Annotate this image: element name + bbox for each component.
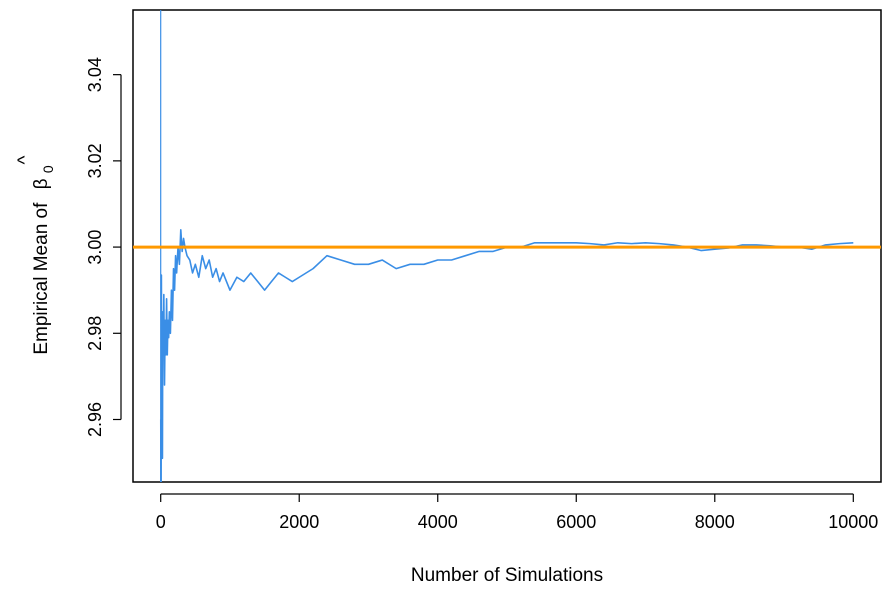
y-tick-label: 2.98 — [85, 316, 105, 351]
series-layer — [133, 10, 881, 482]
y-axis-title: Empirical Mean of β 0 ^ — [15, 155, 56, 354]
y-axis-title-subscript: 0 — [40, 165, 56, 173]
y-axis-title-hat: ^ — [15, 155, 36, 164]
y-tick-label: 2.96 — [85, 402, 105, 437]
y-axis: 2.96 2.98 3.00 3.02 3.04 — [85, 57, 122, 437]
y-tick-label: 3.04 — [85, 57, 105, 92]
svg-text:Empirical Mean of β: Empirical Mean of β 0 — [31, 165, 56, 355]
x-axis: 0 2000 4000 6000 8000 10000 — [156, 493, 878, 532]
x-tick-label: 0 — [156, 512, 166, 532]
x-tick-label: 10000 — [828, 512, 878, 532]
series-line-0 — [159, 229, 854, 482]
y-tick-label: 3.02 — [85, 143, 105, 178]
x-tick-label: 8000 — [695, 512, 735, 532]
x-axis-title: Number of Simulations — [411, 565, 603, 586]
x-tick-label: 4000 — [418, 512, 458, 532]
y-axis-title-beta: β — [31, 178, 52, 189]
y-tick-label: 3.00 — [85, 230, 105, 265]
y-axis-title-text: Empirical Mean of — [31, 202, 52, 355]
x-tick-label: 6000 — [556, 512, 596, 532]
x-tick-label: 2000 — [279, 512, 319, 532]
